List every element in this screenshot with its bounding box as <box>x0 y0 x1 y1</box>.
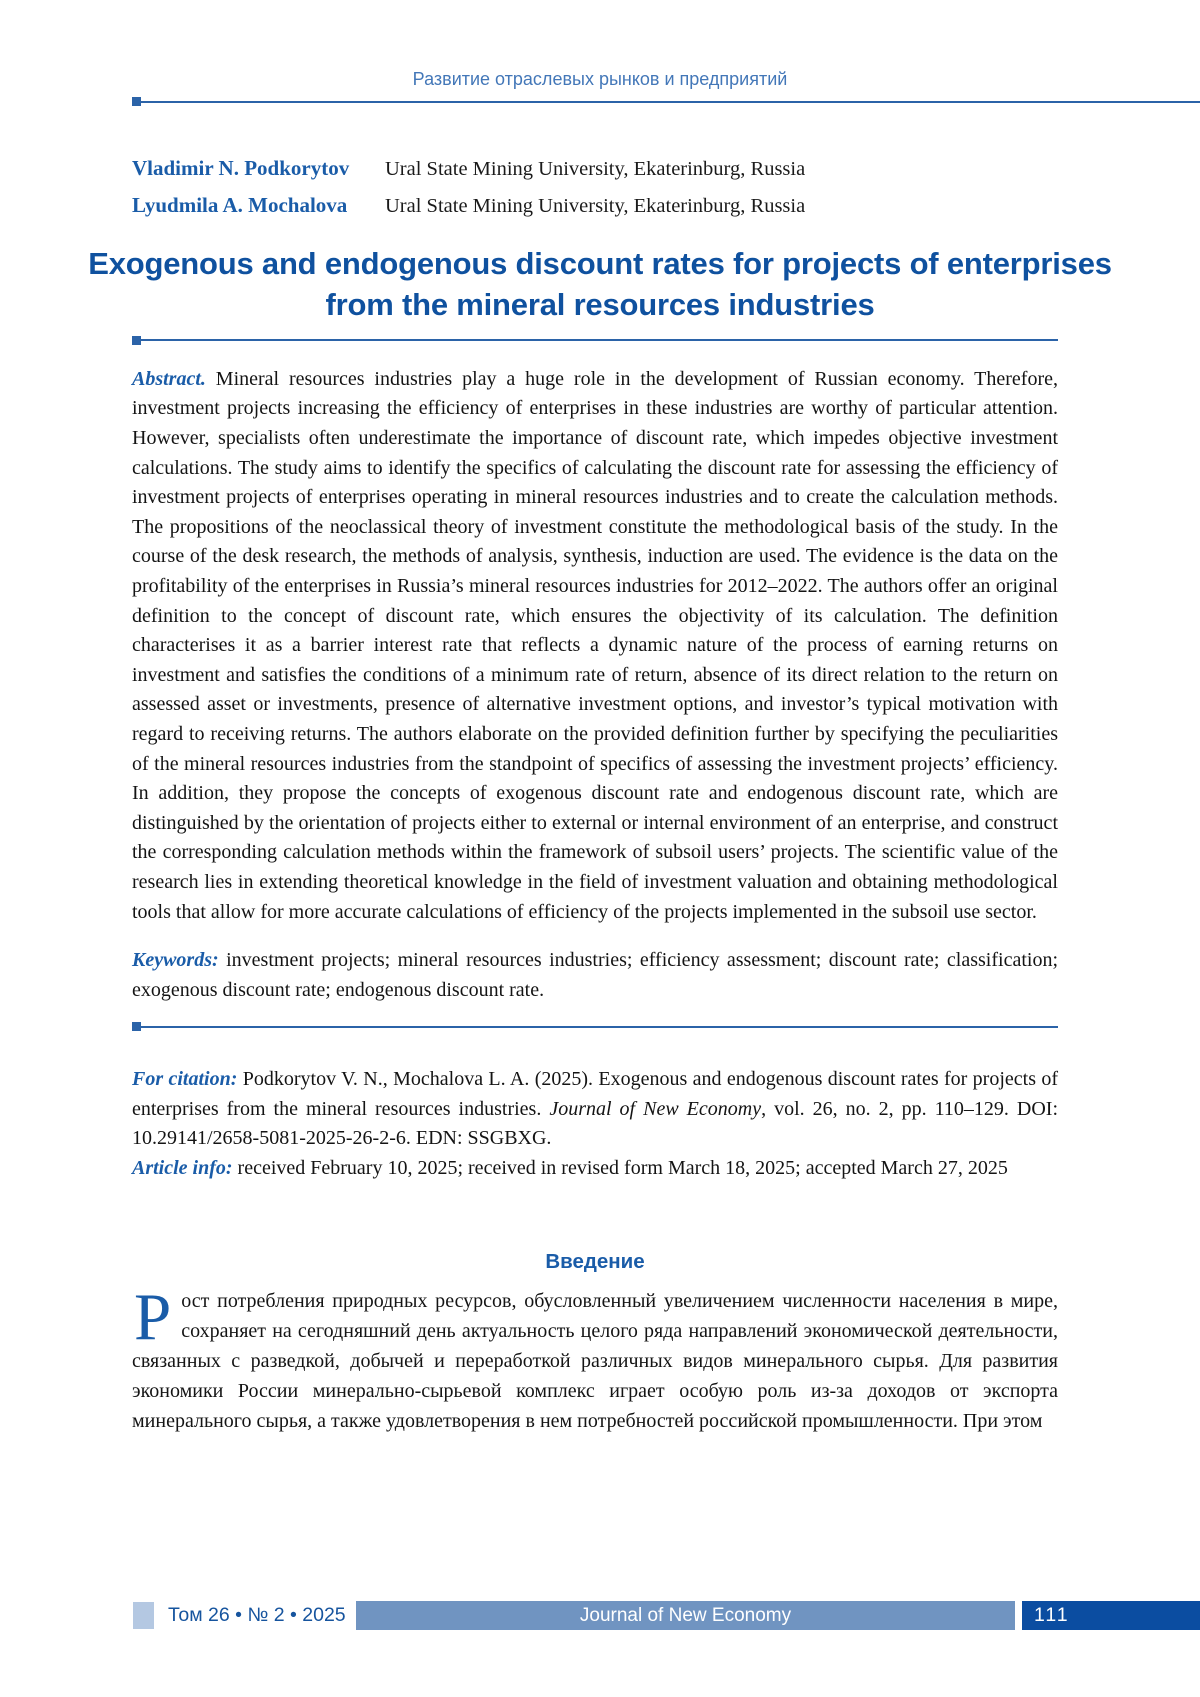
article-info-paragraph: Article info: received February 10, 2025… <box>132 1154 1058 1184</box>
article-title: Exogenous and endogenous discount rates … <box>88 246 1112 322</box>
abstract-label: Abstract. <box>132 367 206 390</box>
footer-volume-info: Том 26 • № 2 • 2025 <box>168 1604 346 1626</box>
article-info-label: Article info: <box>132 1157 233 1180</box>
authors-block: Vladimir N. Podkorytov Ural State Mining… <box>132 156 1200 218</box>
rule-square <box>132 97 141 106</box>
page-footer: Том 26 • № 2 • 2025 Journal of New Econo… <box>0 1601 1200 1630</box>
keywords-paragraph: Keywords: investment projects; mineral r… <box>132 946 1058 1005</box>
author-row: Lyudmila A. Mochalova Ural State Mining … <box>132 193 1200 218</box>
author-name: Vladimir N. Podkorytov <box>132 156 350 180</box>
for-citation-label: For citation: <box>132 1068 238 1091</box>
abstract-text: Mineral resources industries play a huge… <box>132 367 1058 923</box>
keywords-label: Keywords: <box>132 949 219 972</box>
footer-square <box>133 1602 154 1629</box>
header-rule <box>132 97 1200 106</box>
section-heading-introduction: Введение <box>545 1249 645 1273</box>
page-content: Abstract. Mineral resources industries p… <box>132 365 1058 1005</box>
rule-line <box>141 339 1058 342</box>
citation-text: Podkorytov V. N., Mochalova L. A. (2025)… <box>132 1068 1058 1120</box>
author-affiliation: Ural State Mining University, Ekaterinbu… <box>385 195 806 217</box>
citation-block: For citation: Podkorytov V. N., Mochalov… <box>132 1065 1058 1183</box>
for-citation-paragraph: For citation: Podkorytov V. N., Mochalov… <box>132 1065 1058 1154</box>
author-name: Lyudmila A. Mochalova <box>132 193 348 217</box>
article-info-text: received February 10, 2025; received in … <box>237 1157 1008 1180</box>
rule-line <box>141 100 1200 103</box>
author-affiliation: Ural State Mining University, Ekaterinbu… <box>385 158 806 180</box>
keywords-rule <box>132 1022 1058 1032</box>
rule-square <box>132 1022 141 1032</box>
footer-page-number: 111 <box>1022 1601 1200 1630</box>
introduction-text: ост потребления природных ресурсов, обус… <box>132 1289 1058 1432</box>
rule-square <box>132 335 141 345</box>
title-rule <box>132 335 1058 345</box>
footer-journal-name: Journal of New Economy <box>356 1601 1015 1630</box>
dropcap-letter: Р <box>134 1279 172 1354</box>
rule-line <box>141 1025 1058 1028</box>
author-row: Vladimir N. Podkorytov Ural State Mining… <box>132 156 1200 181</box>
running-head: Развитие отраслевых рынков и предприятий <box>412 69 788 89</box>
citation-journal-name: Journal of New Economy <box>549 1097 762 1120</box>
citation-text-tail: , vol. 26, no. 2, pp. 110–129. DOI: 10.2… <box>132 1097 1058 1150</box>
abstract-paragraph: Abstract. Mineral resources industries p… <box>132 365 1058 927</box>
citation-section: For citation: Podkorytov V. N., Mochalov… <box>132 1065 1058 1435</box>
keywords-text: investment projects; mineral resources i… <box>132 949 1058 1001</box>
